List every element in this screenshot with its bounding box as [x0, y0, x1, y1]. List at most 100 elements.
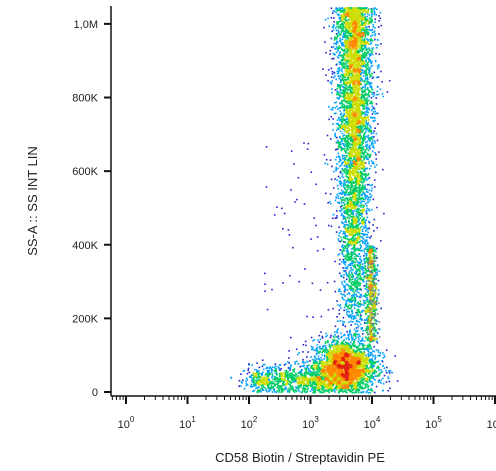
event-point [361, 382, 364, 385]
event-point [359, 138, 361, 141]
event-point [368, 372, 371, 374]
event-point [287, 376, 290, 379]
event-point [348, 376, 350, 379]
event-point [373, 30, 376, 32]
event-point [269, 388, 272, 391]
event-point [359, 278, 362, 280]
event-point [355, 351, 357, 354]
event-point [345, 79, 348, 81]
event-point [355, 391, 357, 394]
event-point [341, 352, 344, 354]
event-point [268, 378, 270, 380]
event-point [314, 378, 316, 381]
event-point [298, 379, 300, 381]
event-point [329, 356, 331, 358]
event-point [364, 357, 367, 360]
event-point [347, 102, 350, 104]
event-point [347, 257, 350, 260]
event-point [332, 381, 334, 383]
event-point [238, 379, 241, 382]
event-point [291, 372, 293, 374]
event-point [348, 366, 350, 369]
event-point [362, 374, 364, 376]
event-point [339, 353, 341, 356]
event-point [331, 387, 333, 390]
event-point [352, 243, 354, 246]
event-point [324, 372, 326, 374]
event-point [279, 386, 282, 388]
event-point [265, 379, 267, 381]
event-point [348, 120, 350, 122]
event-point [287, 373, 289, 376]
event-point [375, 360, 378, 363]
event-point [282, 387, 284, 390]
event-point [386, 91, 389, 93]
event-point [304, 367, 306, 369]
event-point [356, 387, 359, 390]
event-point [274, 363, 277, 365]
event-point [347, 358, 349, 361]
event-point [345, 237, 347, 240]
event-point [347, 355, 349, 358]
event-point [366, 109, 368, 112]
event-point [330, 344, 332, 347]
event-point [275, 369, 277, 371]
event-point [318, 389, 321, 391]
event-point [320, 357, 322, 359]
event-point [361, 225, 363, 228]
event-point [369, 389, 371, 391]
event-point [260, 391, 262, 393]
event-point [242, 379, 244, 381]
event-point [282, 382, 284, 385]
event-point [272, 382, 275, 384]
event-point [308, 373, 311, 375]
event-point [342, 27, 344, 29]
event-point [322, 369, 325, 371]
event-point [257, 370, 259, 372]
event-point [348, 355, 350, 358]
event-point [328, 381, 331, 384]
event-point [369, 353, 372, 355]
event-point [345, 267, 347, 270]
event-point [315, 347, 318, 350]
event-point [316, 369, 318, 371]
event-point [326, 380, 329, 382]
event-point [354, 359, 356, 362]
event-point [342, 374, 344, 376]
event-point [278, 367, 280, 370]
event-point [306, 382, 309, 385]
event-point [287, 371, 290, 373]
event-point [316, 368, 318, 370]
event-point [307, 378, 309, 381]
event-point [345, 344, 347, 347]
event-point [273, 378, 275, 380]
event-point [354, 381, 357, 384]
event-point [338, 165, 341, 168]
event-point [274, 378, 276, 380]
event-point [297, 363, 299, 365]
event-point [361, 391, 363, 394]
event-point [277, 388, 280, 390]
event-point [337, 320, 339, 322]
event-point [326, 378, 329, 381]
event-point [371, 370, 374, 372]
event-point [355, 370, 358, 373]
event-point [361, 215, 363, 218]
event-point [348, 380, 351, 382]
event-point [252, 381, 254, 384]
event-point [259, 383, 262, 386]
event-point [278, 378, 281, 380]
event-point [356, 50, 358, 53]
event-point [315, 373, 317, 375]
event-point [261, 378, 264, 380]
event-point [303, 383, 305, 385]
event-point [322, 391, 324, 394]
event-point [345, 309, 348, 311]
event-point [316, 364, 318, 367]
event-point [324, 355, 326, 358]
event-point [334, 356, 336, 358]
event-point [341, 132, 344, 135]
event-point [321, 351, 324, 354]
event-point [370, 42, 373, 44]
event-point [337, 391, 340, 393]
